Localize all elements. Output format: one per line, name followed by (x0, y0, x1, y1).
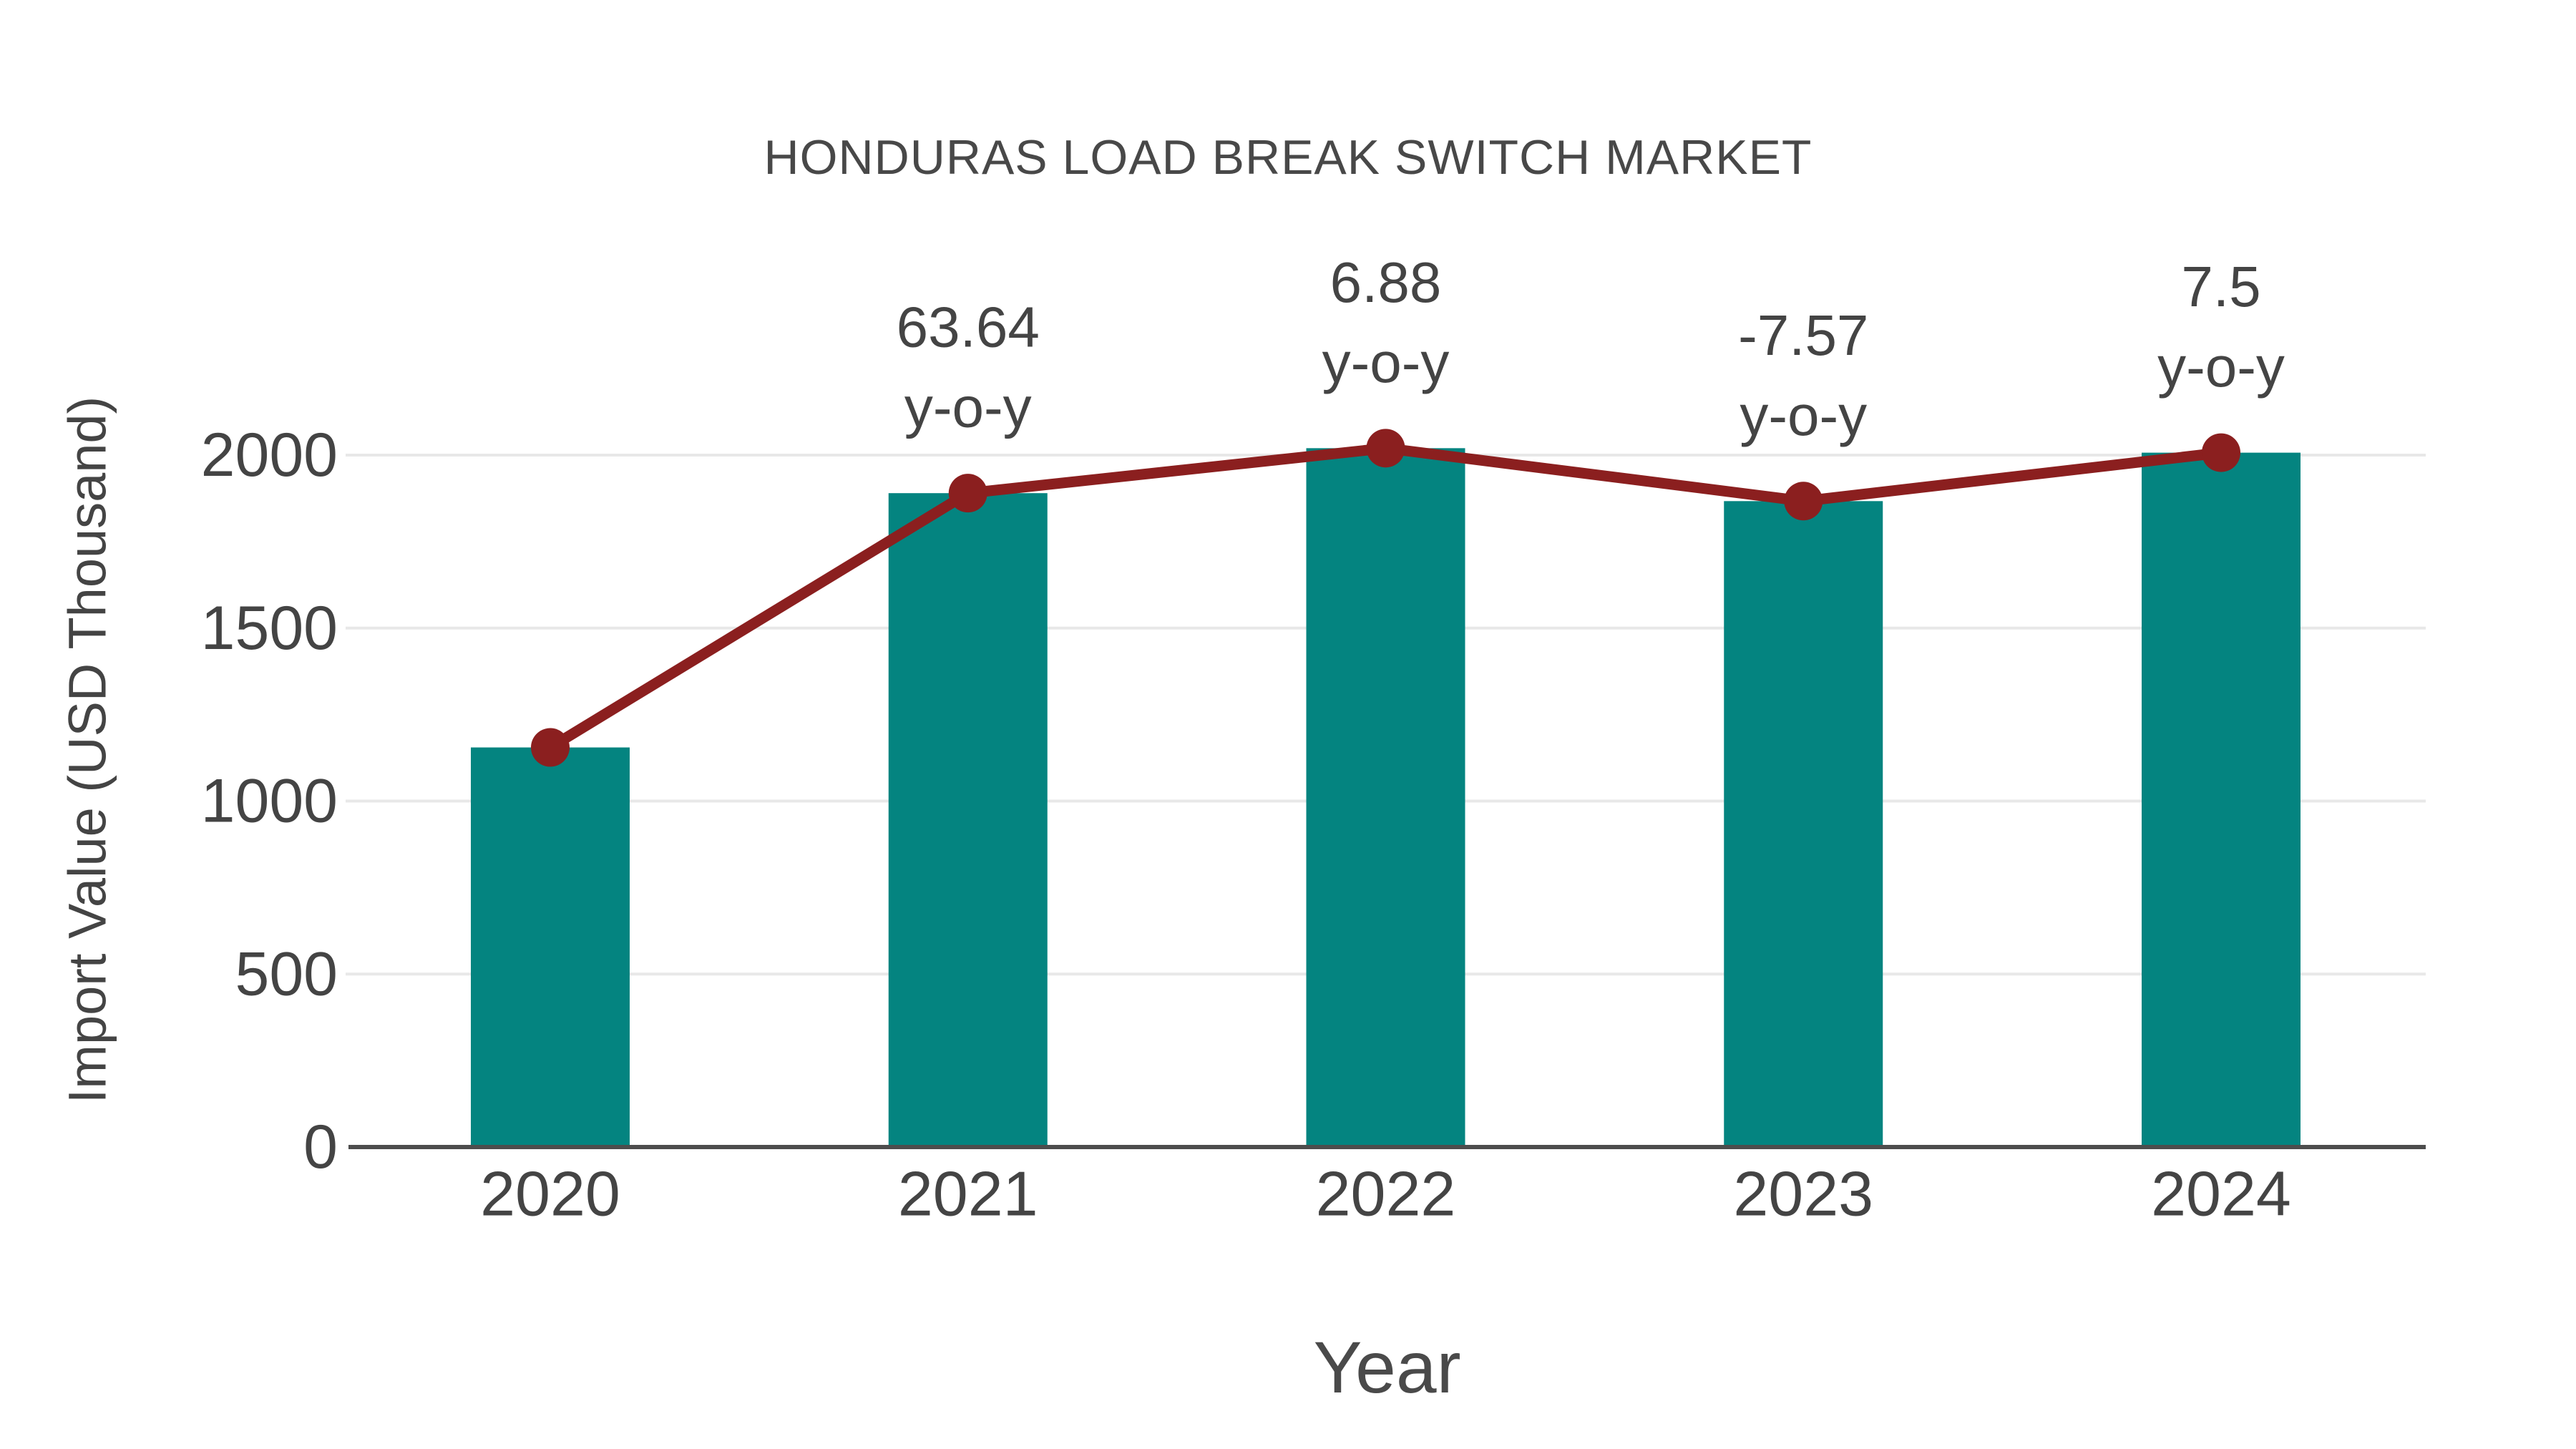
trend-marker-2021 (948, 474, 987, 513)
y-tick-label-2000: 2000 (201, 421, 338, 489)
bar-2020 (471, 747, 630, 1147)
annotation-suffix-2022: y-o-y (1322, 331, 1450, 394)
annotation-value-2024: 7.5 (2181, 255, 2260, 318)
annotation-suffix-2023: y-o-y (1740, 384, 1867, 447)
annotation-value-2021: 63.64 (897, 296, 1040, 359)
bar-2024 (2142, 452, 2301, 1147)
trend-marker-2024 (2202, 433, 2240, 472)
bar-2021 (888, 493, 1048, 1147)
annotation-value-2022: 6.88 (1330, 250, 1442, 314)
x-tick-label-2020: 2020 (480, 1158, 620, 1229)
y-tick-label-0: 0 (303, 1113, 338, 1181)
bar-2023 (1724, 501, 1883, 1147)
x-tick-label-2023: 2023 (1733, 1158, 1873, 1229)
bar-2022 (1306, 448, 1465, 1147)
trend-marker-2022 (1366, 429, 1405, 468)
y-tick-label-1500: 1500 (201, 594, 338, 663)
annotation-value-2023: -7.57 (1738, 303, 1868, 367)
x-tick-label-2024: 2024 (2151, 1158, 2291, 1229)
y-tick-label-500: 500 (235, 940, 338, 1008)
annotation-suffix-2021: y-o-y (904, 376, 1032, 439)
annotation-suffix-2024: y-o-y (2157, 335, 2285, 399)
chart-title: HONDURAS LOAD BREAK SWITCH MARKET (763, 130, 1813, 185)
trend-marker-2020 (531, 728, 570, 767)
x-tick-label-2021: 2021 (898, 1158, 1038, 1229)
x-axis-title: Year (1313, 1327, 1461, 1408)
y-tick-label-1000: 1000 (201, 767, 338, 836)
trend-marker-2023 (1784, 482, 1823, 521)
x-tick-label-2022: 2022 (1316, 1158, 1456, 1229)
